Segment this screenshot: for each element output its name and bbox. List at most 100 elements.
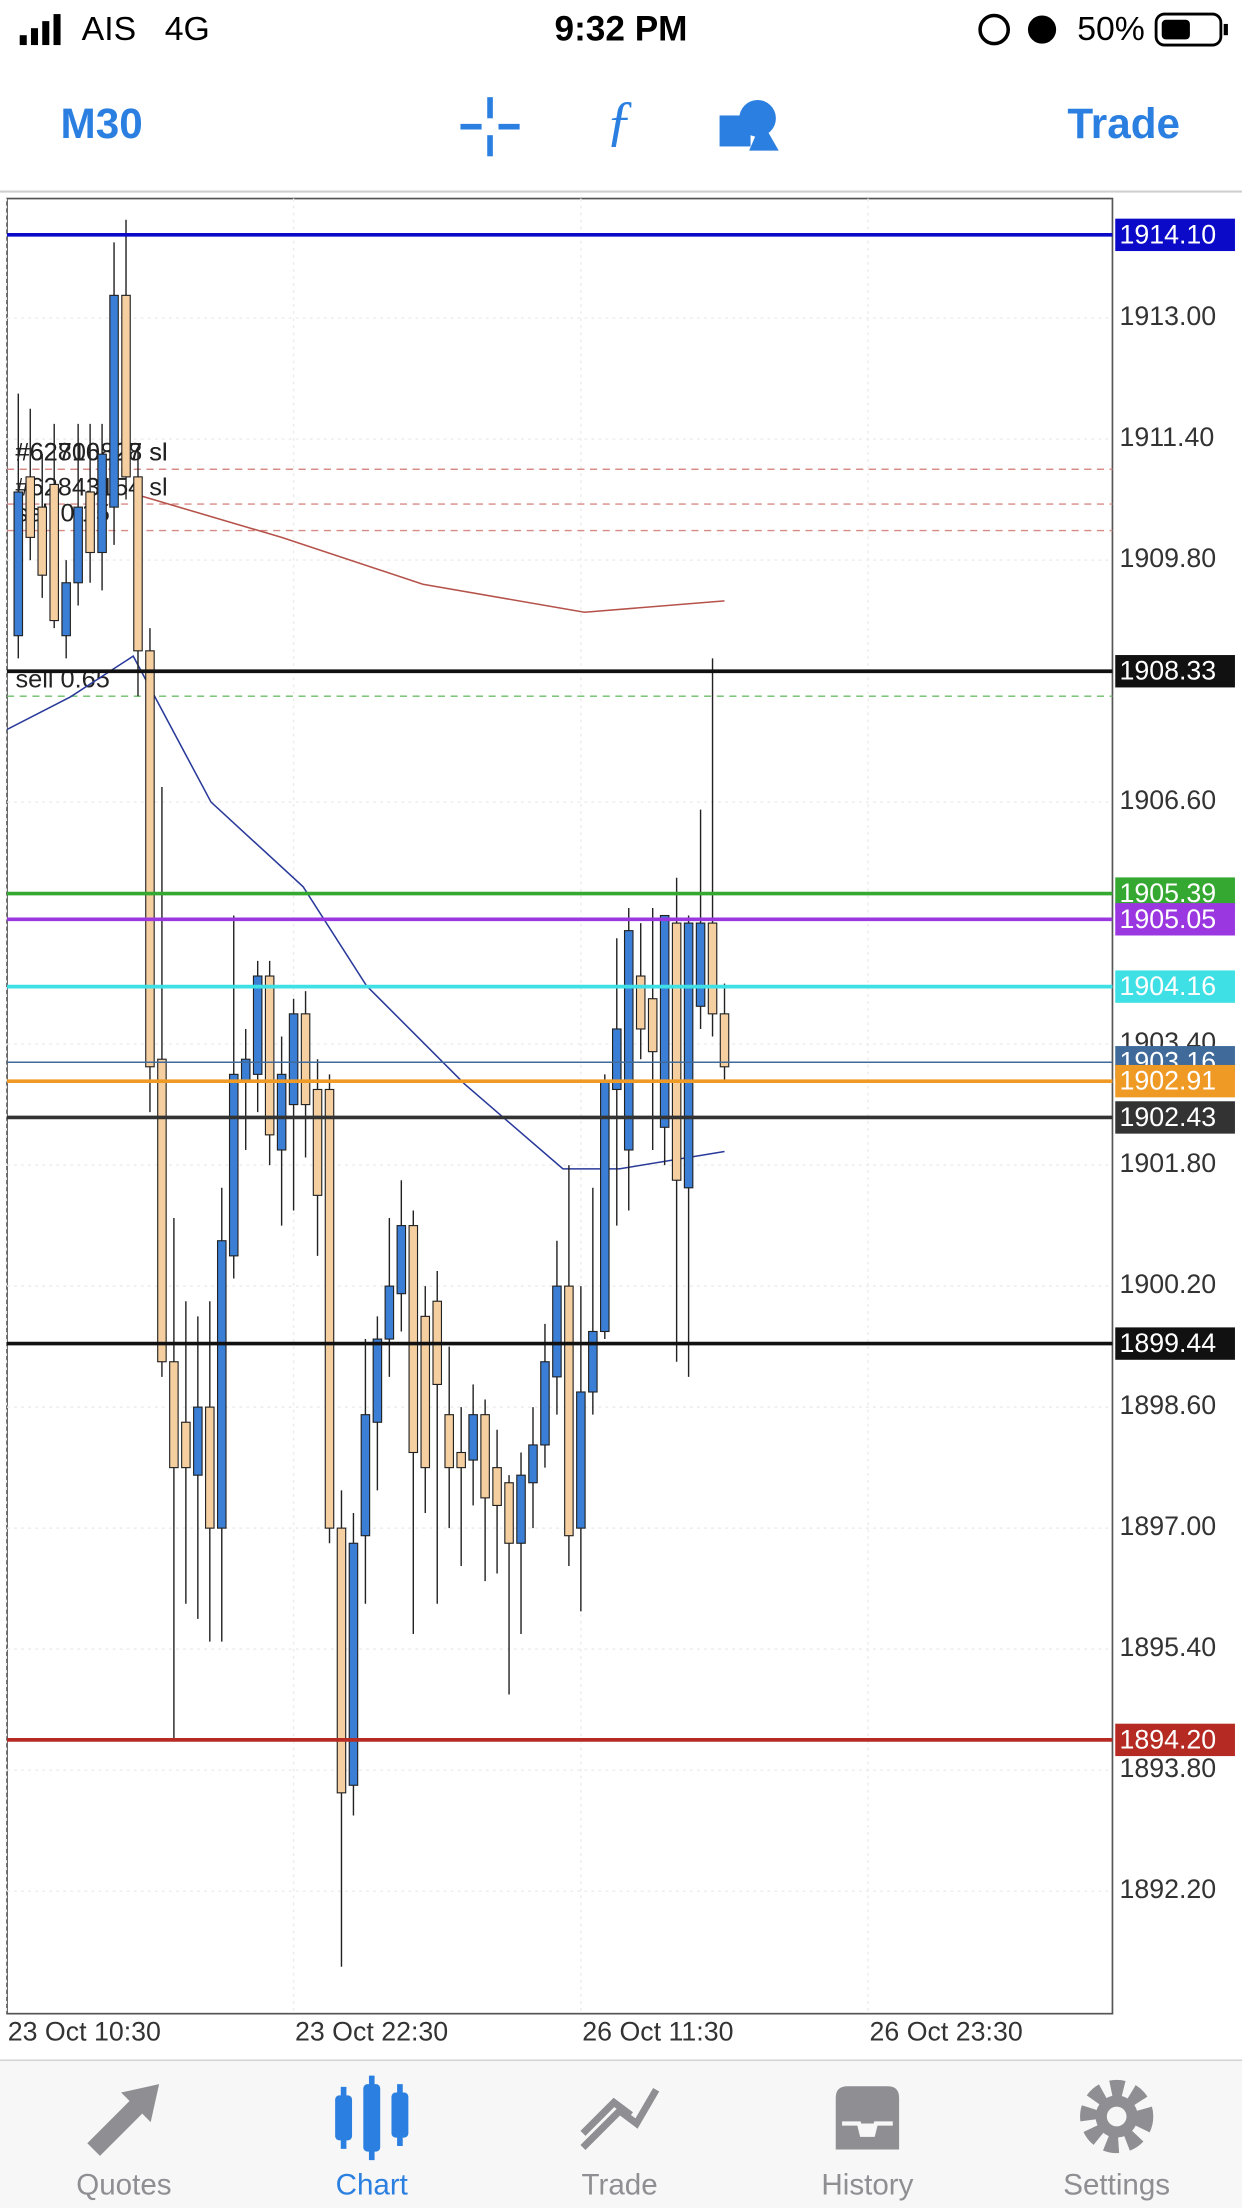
candle-body bbox=[408, 1225, 419, 1454]
timeframe-button[interactable]: M30 bbox=[61, 100, 143, 147]
level-label: 1899.44 bbox=[1119, 1328, 1216, 1358]
tab-label: Quotes bbox=[76, 2169, 171, 2202]
candle-body bbox=[336, 1527, 347, 1794]
candle-body bbox=[683, 922, 694, 1189]
candle-body bbox=[552, 1285, 562, 1378]
level-label: 1902.43 bbox=[1119, 1102, 1216, 1132]
candle-body bbox=[73, 506, 83, 584]
candle-body bbox=[647, 998, 658, 1053]
candle-body bbox=[133, 476, 143, 652]
candle-body bbox=[288, 1013, 299, 1106]
candle-body bbox=[145, 650, 155, 1068]
objects-button[interactable] bbox=[719, 99, 779, 151]
candle-body bbox=[348, 1542, 359, 1786]
status-bar: AIS 4G 9:32 PM 50% bbox=[19, 9, 1228, 48]
candle-body bbox=[468, 1414, 478, 1461]
level-label: 1908.33 bbox=[1119, 656, 1216, 686]
candle-body bbox=[372, 1338, 383, 1423]
tab[interactable]: Settings bbox=[1063, 2079, 1170, 2202]
candle-body bbox=[85, 491, 95, 554]
candle-body bbox=[564, 1285, 574, 1537]
candle-body bbox=[97, 453, 107, 554]
candle-body bbox=[37, 506, 48, 576]
candle-body bbox=[181, 1421, 191, 1469]
candle-body bbox=[659, 914, 670, 1128]
tab-label: Trade bbox=[582, 2169, 658, 2202]
tab[interactable]: Quotes bbox=[76, 2084, 172, 2202]
tab-label: Chart bbox=[336, 2169, 408, 2202]
candle-body bbox=[384, 1285, 395, 1340]
candle-body bbox=[216, 1240, 227, 1529]
candle-body bbox=[205, 1406, 215, 1529]
clock: 9:32 PM bbox=[555, 9, 688, 48]
candle-body bbox=[61, 582, 71, 637]
x-tick-label: 23 Oct 10:30 bbox=[8, 2016, 161, 2046]
candle-body bbox=[528, 1444, 538, 1484]
candle-body bbox=[623, 930, 634, 1151]
candle-body bbox=[420, 1315, 431, 1469]
candle-body bbox=[276, 1073, 287, 1151]
y-tick-label: 1901.80 bbox=[1119, 1148, 1216, 1178]
level-tag bbox=[1115, 1327, 1235, 1360]
candle-body bbox=[324, 1088, 335, 1529]
indicators-button[interactable]: ƒ bbox=[606, 91, 634, 153]
tab-label: Settings bbox=[1063, 2169, 1170, 2202]
level-label: 1905.39 bbox=[1119, 878, 1216, 908]
level-label: 1904.16 bbox=[1119, 971, 1216, 1001]
tab-bar: Quotes Chart Trade History Settings bbox=[0, 2059, 1242, 2208]
level-tag bbox=[1115, 903, 1235, 936]
y-tick-label: 1895.40 bbox=[1119, 1632, 1216, 1662]
moving-average bbox=[140, 495, 725, 614]
y-tick-label: 1897.00 bbox=[1119, 1511, 1216, 1541]
level-tag bbox=[1115, 1101, 1235, 1134]
candle-body bbox=[456, 1451, 466, 1469]
level-label: 1914.10 bbox=[1119, 219, 1216, 249]
x-tick-label: 26 Oct 11:30 bbox=[582, 2016, 733, 2046]
candle-body bbox=[312, 1088, 323, 1196]
order-label: #62810828 sl bbox=[15, 439, 167, 467]
x-tick-label: 26 Oct 23:30 bbox=[870, 2016, 1023, 2046]
candle-body bbox=[264, 975, 275, 1136]
trade-button[interactable]: Trade bbox=[1067, 100, 1180, 147]
candle-body bbox=[576, 1391, 586, 1529]
order-label: #62706827 sl bbox=[15, 439, 167, 467]
y-tick-label: 1911.40 bbox=[1119, 422, 1214, 452]
candle-body bbox=[504, 1482, 514, 1544]
candle-body bbox=[360, 1414, 371, 1537]
level-tag bbox=[1115, 1723, 1235, 1757]
y-tick-label: 1913.00 bbox=[1119, 301, 1216, 331]
candle-body bbox=[492, 1467, 502, 1507]
x-tick-label: 23 Oct 22:30 bbox=[295, 2016, 448, 2046]
candle-body bbox=[480, 1414, 490, 1499]
toolbar: M30 ƒ Trade bbox=[0, 91, 1242, 193]
level-label: 1905.05 bbox=[1119, 904, 1216, 934]
y-tick-label: 1893.80 bbox=[1119, 1753, 1216, 1783]
candle-body bbox=[707, 922, 718, 1015]
plot-area bbox=[6, 197, 1114, 2015]
carrier: AIS bbox=[82, 10, 136, 48]
tab[interactable]: Trade bbox=[580, 2087, 660, 2202]
candle-body bbox=[25, 476, 36, 538]
level-tag bbox=[1115, 655, 1235, 688]
candle-body bbox=[300, 1013, 311, 1106]
candle-body bbox=[600, 1081, 610, 1333]
candle-body bbox=[540, 1361, 550, 1446]
y-tick-label: 1900.20 bbox=[1119, 1269, 1216, 1299]
crosshair-button[interactable] bbox=[460, 97, 520, 157]
y-tick-label: 1909.80 bbox=[1119, 543, 1216, 573]
tab[interactable]: Chart bbox=[335, 2075, 409, 2202]
y-tick-label: 1906.60 bbox=[1119, 785, 1216, 815]
candle-body bbox=[13, 491, 24, 637]
tab-label: History bbox=[821, 2169, 913, 2202]
candle-body bbox=[635, 975, 646, 1030]
level-label: 1894.20 bbox=[1119, 1724, 1216, 1754]
tab[interactable]: History bbox=[821, 2081, 914, 2202]
candle-body bbox=[121, 294, 131, 478]
candle-body bbox=[109, 294, 119, 508]
level-tag bbox=[1115, 1064, 1235, 1098]
chart: 1913.001911.401909.801906.601903.401901.… bbox=[5, 197, 1235, 2046]
candle-body bbox=[516, 1474, 526, 1544]
y-tick-label: 1892.20 bbox=[1119, 1874, 1216, 1904]
candle-body bbox=[169, 1361, 179, 1469]
